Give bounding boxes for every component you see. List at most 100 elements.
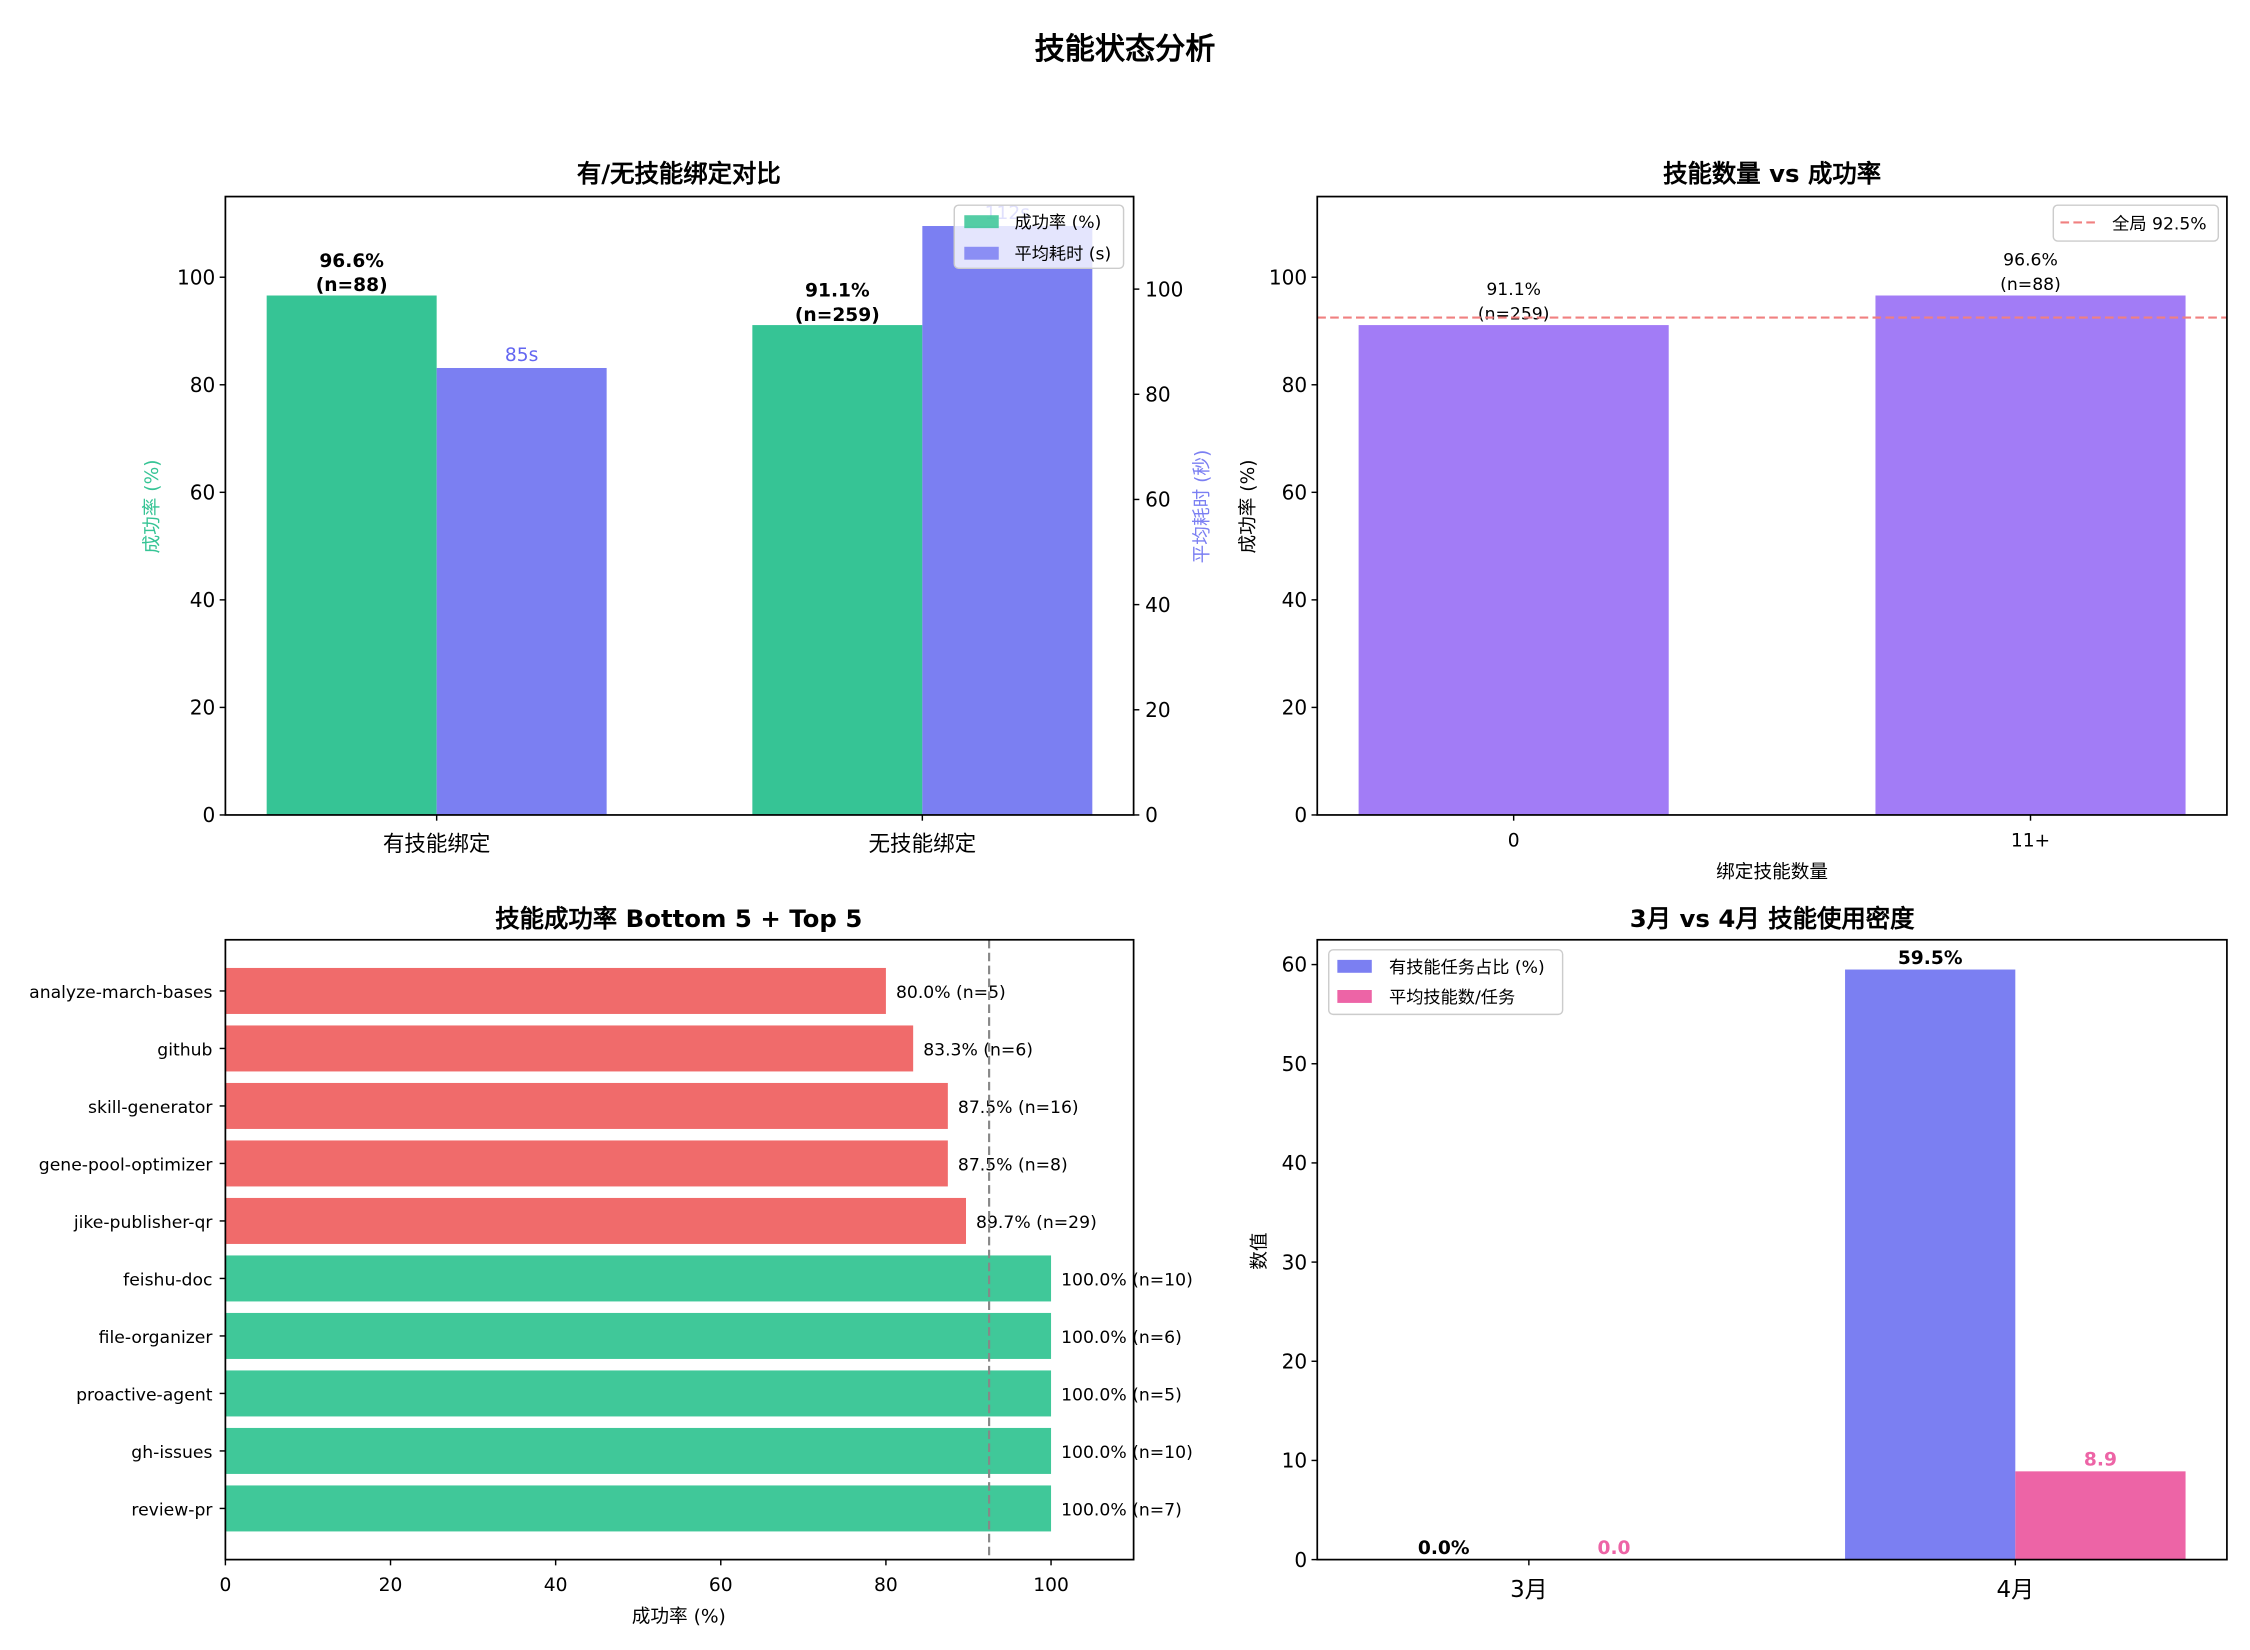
chart1-data-label: 96.6%	[319, 251, 384, 272]
chart3-y-tick-label: gh-issues	[131, 1443, 212, 1463]
chart1-legend-swatch	[964, 246, 999, 260]
chart4-legend-swatch	[1337, 990, 1372, 1003]
chart2-data-label: 91.1%	[1486, 280, 1541, 300]
chart3-bar	[225, 1082, 948, 1129]
chart3-y-tick-label: github	[157, 1041, 212, 1061]
chart1-legend: 成功率 (%) 平均耗时 (s)	[953, 204, 1125, 270]
chart4-title: 3月 vs 4月 技能使用密度	[1630, 904, 1915, 933]
chart1-legend-label: 成功率 (%)	[1015, 213, 1102, 233]
chart4-legend: 有技能任务占比 (%) 平均技能数/任务	[1328, 949, 1564, 1016]
chart1-x-tick-label: 无技能绑定	[869, 832, 977, 857]
chart3-x-tick-label: 60	[709, 1575, 733, 1596]
chart3-bar	[225, 1370, 1052, 1417]
chart4-legend-label: 有技能任务占比 (%)	[1389, 958, 1545, 978]
chart4-data-label: 8.9	[2084, 1450, 2117, 1471]
chart4-legend-box	[1328, 949, 1564, 1016]
chart1-y2-tick-label: 60	[1145, 488, 1171, 512]
chart2-y-tick-label: 100	[1269, 265, 1307, 289]
chart1-bar-success-rate	[266, 295, 437, 815]
chart3-y-tick-label: file-organizer	[99, 1328, 214, 1348]
chart1-data-label: (n=88)	[316, 275, 388, 296]
suptitle: 技能状态分析	[1035, 32, 1216, 67]
chart1-legend-swatch	[964, 215, 999, 229]
chart2-y-tick-label: 40	[1282, 588, 1308, 612]
chart2-bar	[1875, 295, 2186, 815]
chart3-bar	[225, 1255, 1052, 1302]
chart4-y-tick-label: 40	[1282, 1151, 1308, 1175]
chart2-y-tick-label: 60	[1282, 480, 1308, 504]
chart1-y2-tick-label: 100	[1145, 277, 1183, 301]
chart3-data-label: 80.0% (n=5)	[896, 983, 1006, 1003]
chart2-y-axis-label: 成功率 (%)	[1238, 459, 1259, 553]
chart4-data-label: 0.0%	[1418, 1538, 1470, 1559]
chart3-x-tick-label: 100	[1033, 1575, 1069, 1596]
chart4-y-tick-label: 30	[1282, 1250, 1308, 1274]
chart3-y-tick-label: review-pr	[131, 1501, 213, 1521]
chart4-x-tick-label: 4月	[1997, 1577, 2035, 1603]
chart1-y-tick-label: 20	[190, 696, 216, 720]
chart2-title: 技能数量 vs 成功率	[1663, 159, 1881, 188]
chart3-bar	[225, 1025, 914, 1072]
chart3-y-tick-label: proactive-agent	[76, 1386, 213, 1406]
chart4-y-tick-label: 60	[1282, 953, 1308, 977]
chart2-data-label: 96.6%	[2003, 250, 2058, 270]
chart1-bar-avg-duration	[436, 367, 607, 815]
chart3-data-label: 100.0% (n=10)	[1061, 1271, 1193, 1291]
chart3-data-label: 87.5% (n=8)	[958, 1156, 1068, 1176]
chart3-bar	[225, 1312, 1052, 1359]
chart3-data-label: 100.0% (n=6)	[1061, 1328, 1182, 1348]
chart3-y-tick-label: gene-pool-optimizer	[39, 1156, 214, 1176]
chart2-y-tick-label: 0	[1294, 803, 1307, 827]
chart3-y-tick-label: skill-generator	[88, 1098, 213, 1118]
chart1-y2-tick-label: 0	[1145, 803, 1158, 827]
chart2-legend-label: 全局 92.5%	[2112, 215, 2207, 235]
chart4-legend-label: 平均技能数/任务	[1389, 988, 1515, 1008]
chart1-bar-avg-duration	[922, 226, 1093, 815]
chart3-bar	[225, 1197, 967, 1244]
chart3-bar	[225, 1485, 1052, 1532]
chart1-y-tick-label: 60	[190, 480, 216, 504]
chart4-bar-skill-task-share	[1845, 969, 2016, 1560]
chart1-y2-tick-label: 20	[1145, 698, 1171, 722]
chart2-bar	[1358, 325, 1669, 815]
chart3-title: 技能成功率 Bottom 5 + Top 5	[495, 904, 862, 933]
chart3-x-axis-label: 成功率 (%)	[632, 1607, 726, 1628]
chart1-data-label: 85s	[505, 345, 538, 366]
chart2-y-tick-label: 80	[1282, 373, 1308, 397]
chart1-bar-success-rate	[752, 325, 923, 815]
chart2-axes-frame	[1316, 195, 2228, 816]
chart2-data-label: (n=88)	[2000, 275, 2061, 295]
chart3-y-tick-label: analyze-march-bases	[29, 983, 212, 1003]
chart3-bar	[225, 1140, 948, 1187]
chart4-bar-avg-skills-per-task	[2015, 1471, 2186, 1560]
chart1-title: 有/无技能绑定对比	[577, 159, 781, 188]
chart1-data-label: 91.1%	[805, 280, 870, 301]
chart4-y-axis-label: 数值	[1250, 1232, 1271, 1269]
chart3-data-label: 100.0% (n=5)	[1061, 1386, 1182, 1406]
chart3-x-tick-label: 20	[379, 1575, 403, 1596]
chart4-axes-frame	[1316, 938, 2228, 1561]
chart1-y2-axis-label: 平均耗时 (秒)	[1192, 450, 1213, 564]
chart3-axes-frame	[224, 938, 1135, 1561]
chart2-legend-box	[2052, 204, 2220, 242]
chart1-y-axis-label: 成功率 (%)	[142, 459, 163, 553]
chart4-data-label: 59.5%	[1898, 948, 1963, 969]
chart2-legend: 全局 92.5%	[2052, 204, 2220, 242]
chart3-data-label: 83.3% (n=6)	[923, 1041, 1033, 1061]
chart1-y-tick-label: 0	[203, 803, 216, 827]
chart1-x-tick-label: 有技能绑定	[383, 832, 491, 857]
chart3-bar	[225, 967, 886, 1014]
chart4-y-tick-label: 20	[1282, 1349, 1308, 1373]
chart1-y-tick-label: 40	[190, 588, 216, 612]
chart1-axes-frame	[224, 195, 1135, 816]
chart3-data-label: 100.0% (n=10)	[1061, 1443, 1193, 1463]
chart3-x-tick-label: 40	[544, 1575, 568, 1596]
chart3-x-tick-label: 0	[219, 1575, 231, 1596]
chart2-x-axis-label: 绑定技能数量	[1716, 862, 1828, 883]
chart3-y-tick-label: jike-publisher-qr	[73, 1213, 214, 1233]
chart1-y2-tick-label: 80	[1145, 382, 1171, 406]
chart1-y-tick-label: 80	[190, 373, 216, 397]
chart3-y-tick-label: feishu-doc	[123, 1271, 212, 1291]
chart1-y2-tick-label: 40	[1145, 593, 1171, 617]
